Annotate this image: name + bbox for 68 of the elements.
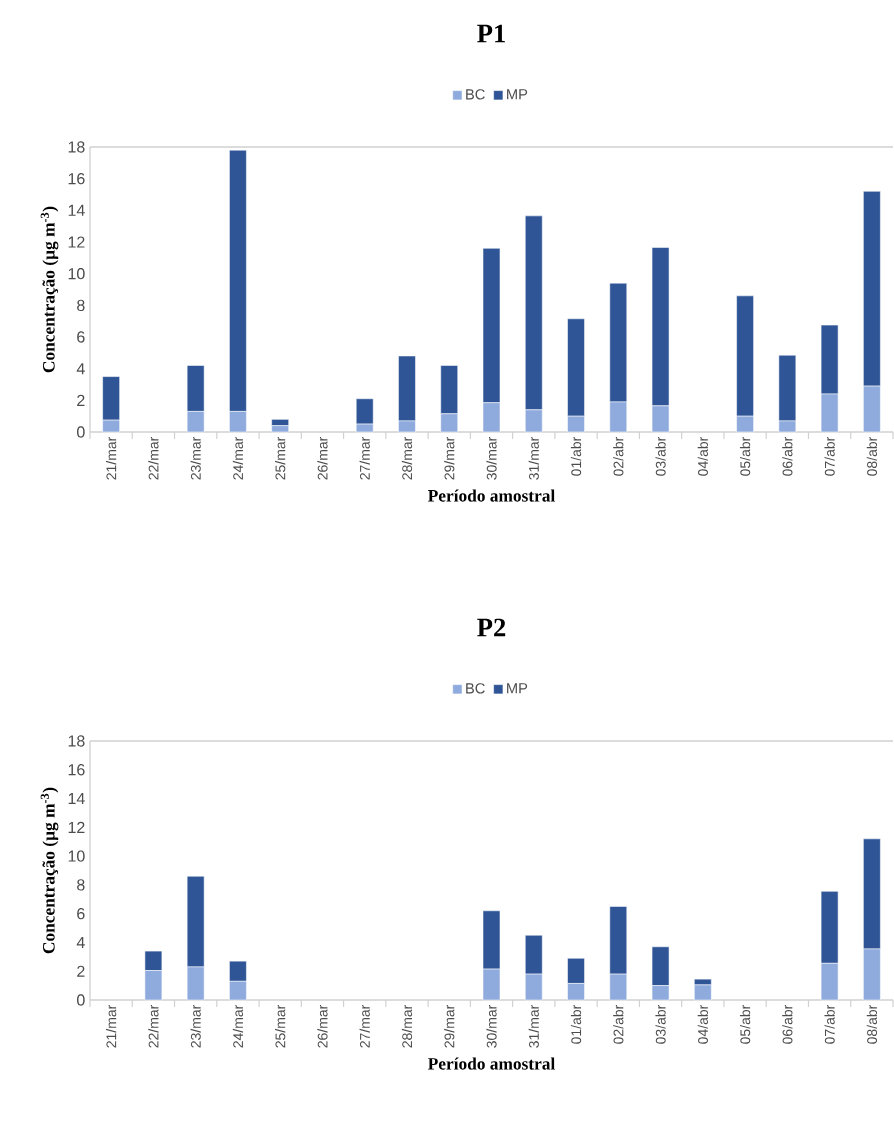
x-tick-label: 28/mar [401,1004,413,1048]
x-axis-title: Período amostral [428,1057,555,1070]
x-tick-label: 07/abr [824,1004,835,1044]
x-tick-label: 21/mar [105,436,117,480]
x-tick-label: 28/mar [401,436,413,480]
y-tick-label: 0 [77,426,85,438]
x-tick-label: 01/abr [570,1004,582,1044]
y-tick-label: 2 [77,394,85,406]
legend-label: BC [466,683,485,694]
x-tick-label: 26/mar [317,1004,328,1048]
chart-title: P1 [477,24,505,43]
x-tick-label: 22/mar [148,436,159,480]
y-tick-label: 12 [68,236,85,248]
legend-label: MP [507,683,528,694]
y-tick-label: 0 [77,994,85,1006]
y-tick-label: 6 [77,908,85,920]
x-tick-label: 01/abr [570,436,582,476]
y-tick-label: 14 [68,204,85,216]
x-tick-label: 27/mar [359,1004,370,1048]
y-axis-title: Concentração (µg m$^{-3}$) [40,206,59,373]
x-tick-label: 21/mar [105,1004,117,1048]
y-tick-label: 16 [68,764,85,776]
x-tick-label: 26/mar [317,436,328,480]
x-tick-label: 02/abr [613,436,624,476]
x-tick-label: 31/mar [528,436,539,480]
x-tick-label: 04/abr [697,436,708,476]
x-tick-label: 31/mar [528,1004,539,1048]
x-axis-title: Período amostral [428,489,555,502]
y-tick-label: 16 [68,173,85,185]
legend-label: BC [466,89,485,100]
x-tick-label: 25/mar [275,436,286,480]
y-tick-label: 8 [77,879,85,891]
x-tick-label: 07/abr [824,436,835,476]
y-axis-title: Concentração (µg m$^{-3}$) [40,787,59,954]
x-tick-label: 29/mar [444,436,455,480]
x-tick-label: 27/mar [359,436,370,480]
y-tick-label: 4 [76,936,85,948]
x-tick-label: 04/abr [697,1004,708,1044]
x-tick-label: 29/mar [444,1004,455,1048]
y-tick-label: 12 [68,821,85,833]
x-tick-label: 05/abr [739,436,751,476]
y-tick-label: 14 [68,793,85,805]
y-tick-label: 10 [68,268,85,280]
x-tick-label: 30/mar [486,1004,497,1048]
x-tick-label: 24/mar [232,1004,244,1048]
x-tick-label: 08/abr [866,436,878,476]
legend-label: MP [507,89,528,100]
x-tick-label: 30/mar [486,436,497,480]
x-tick-label: 06/abr [782,436,793,476]
x-tick-label: 25/mar [275,1004,286,1048]
y-tick-label: 8 [77,299,85,311]
x-tick-label: 08/abr [866,1004,878,1044]
x-tick-label: 22/mar [148,1004,159,1048]
x-tick-label: 03/abr [655,436,666,476]
y-tick-label: 18 [68,735,85,747]
chart-title: P2 [477,618,506,637]
x-tick-label: 03/abr [655,1004,666,1044]
x-tick-label: 02/abr [613,1004,624,1044]
y-tick-label: 2 [77,965,85,977]
x-tick-label: 05/abr [739,1004,751,1044]
y-tick-label: 10 [68,850,85,862]
y-tick-label: 4 [76,363,85,375]
x-tick-label: 06/abr [782,1004,793,1044]
x-tick-label: 24/mar [232,436,244,480]
x-tick-label: 23/mar [190,1004,201,1048]
x-tick-label: 23/mar [190,436,201,480]
y-tick-label: 6 [77,331,85,343]
y-tick-label: 18 [68,141,85,153]
